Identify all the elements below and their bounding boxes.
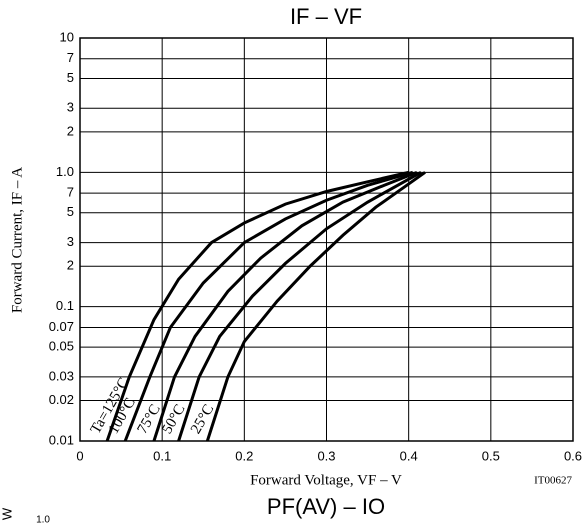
curve	[152, 170, 418, 442]
y-tick-label: 3	[67, 100, 74, 115]
y-tick-label: 3	[67, 234, 74, 249]
y-tick-label: 2	[67, 123, 74, 138]
y-tick-label: 0.05	[49, 339, 74, 354]
y-axis-label: Forward Current, IF – A	[9, 167, 25, 313]
y-tick-label: 0.1	[56, 298, 74, 313]
next-chart-title: PF(AV) – IO	[267, 494, 385, 519]
x-tick-label: 0.6	[564, 448, 582, 463]
x-tick-label: 0.5	[482, 448, 500, 463]
y-tick-label: 1.0	[56, 164, 74, 179]
x-tick-label: 0.3	[317, 448, 335, 463]
y-tick-label: 0.02	[49, 392, 74, 407]
y-tick-label: 0.01	[49, 432, 74, 447]
curve	[177, 171, 422, 442]
x-tick-label: 0	[76, 448, 83, 463]
annotation: IT00627	[534, 475, 572, 487]
next-chart-tick: 1.0	[36, 515, 50, 526]
plot-frame	[79, 37, 574, 442]
y-tick-label: 10	[60, 29, 74, 44]
x-axis-label: Forward Voltage, VF – V	[250, 472, 402, 488]
y-tick-label: 5	[67, 70, 74, 85]
y-tick-label: 7	[67, 50, 74, 65]
curve	[105, 170, 410, 442]
x-tick-label: 0.1	[153, 448, 171, 463]
next-chart-unit: W	[0, 507, 14, 520]
y-tick-label: 7	[67, 185, 74, 200]
x-tick-label: 0.4	[400, 448, 418, 463]
curve	[123, 170, 414, 442]
y-tick-label: 0.03	[49, 368, 74, 383]
y-tick-label: 2	[67, 258, 74, 273]
y-tick-label: 0.07	[49, 319, 74, 334]
curve	[205, 171, 426, 442]
x-tick-label: 0.2	[235, 448, 253, 463]
chart-title: IF – VF	[290, 4, 362, 29]
y-tick-label: 5	[67, 204, 74, 219]
